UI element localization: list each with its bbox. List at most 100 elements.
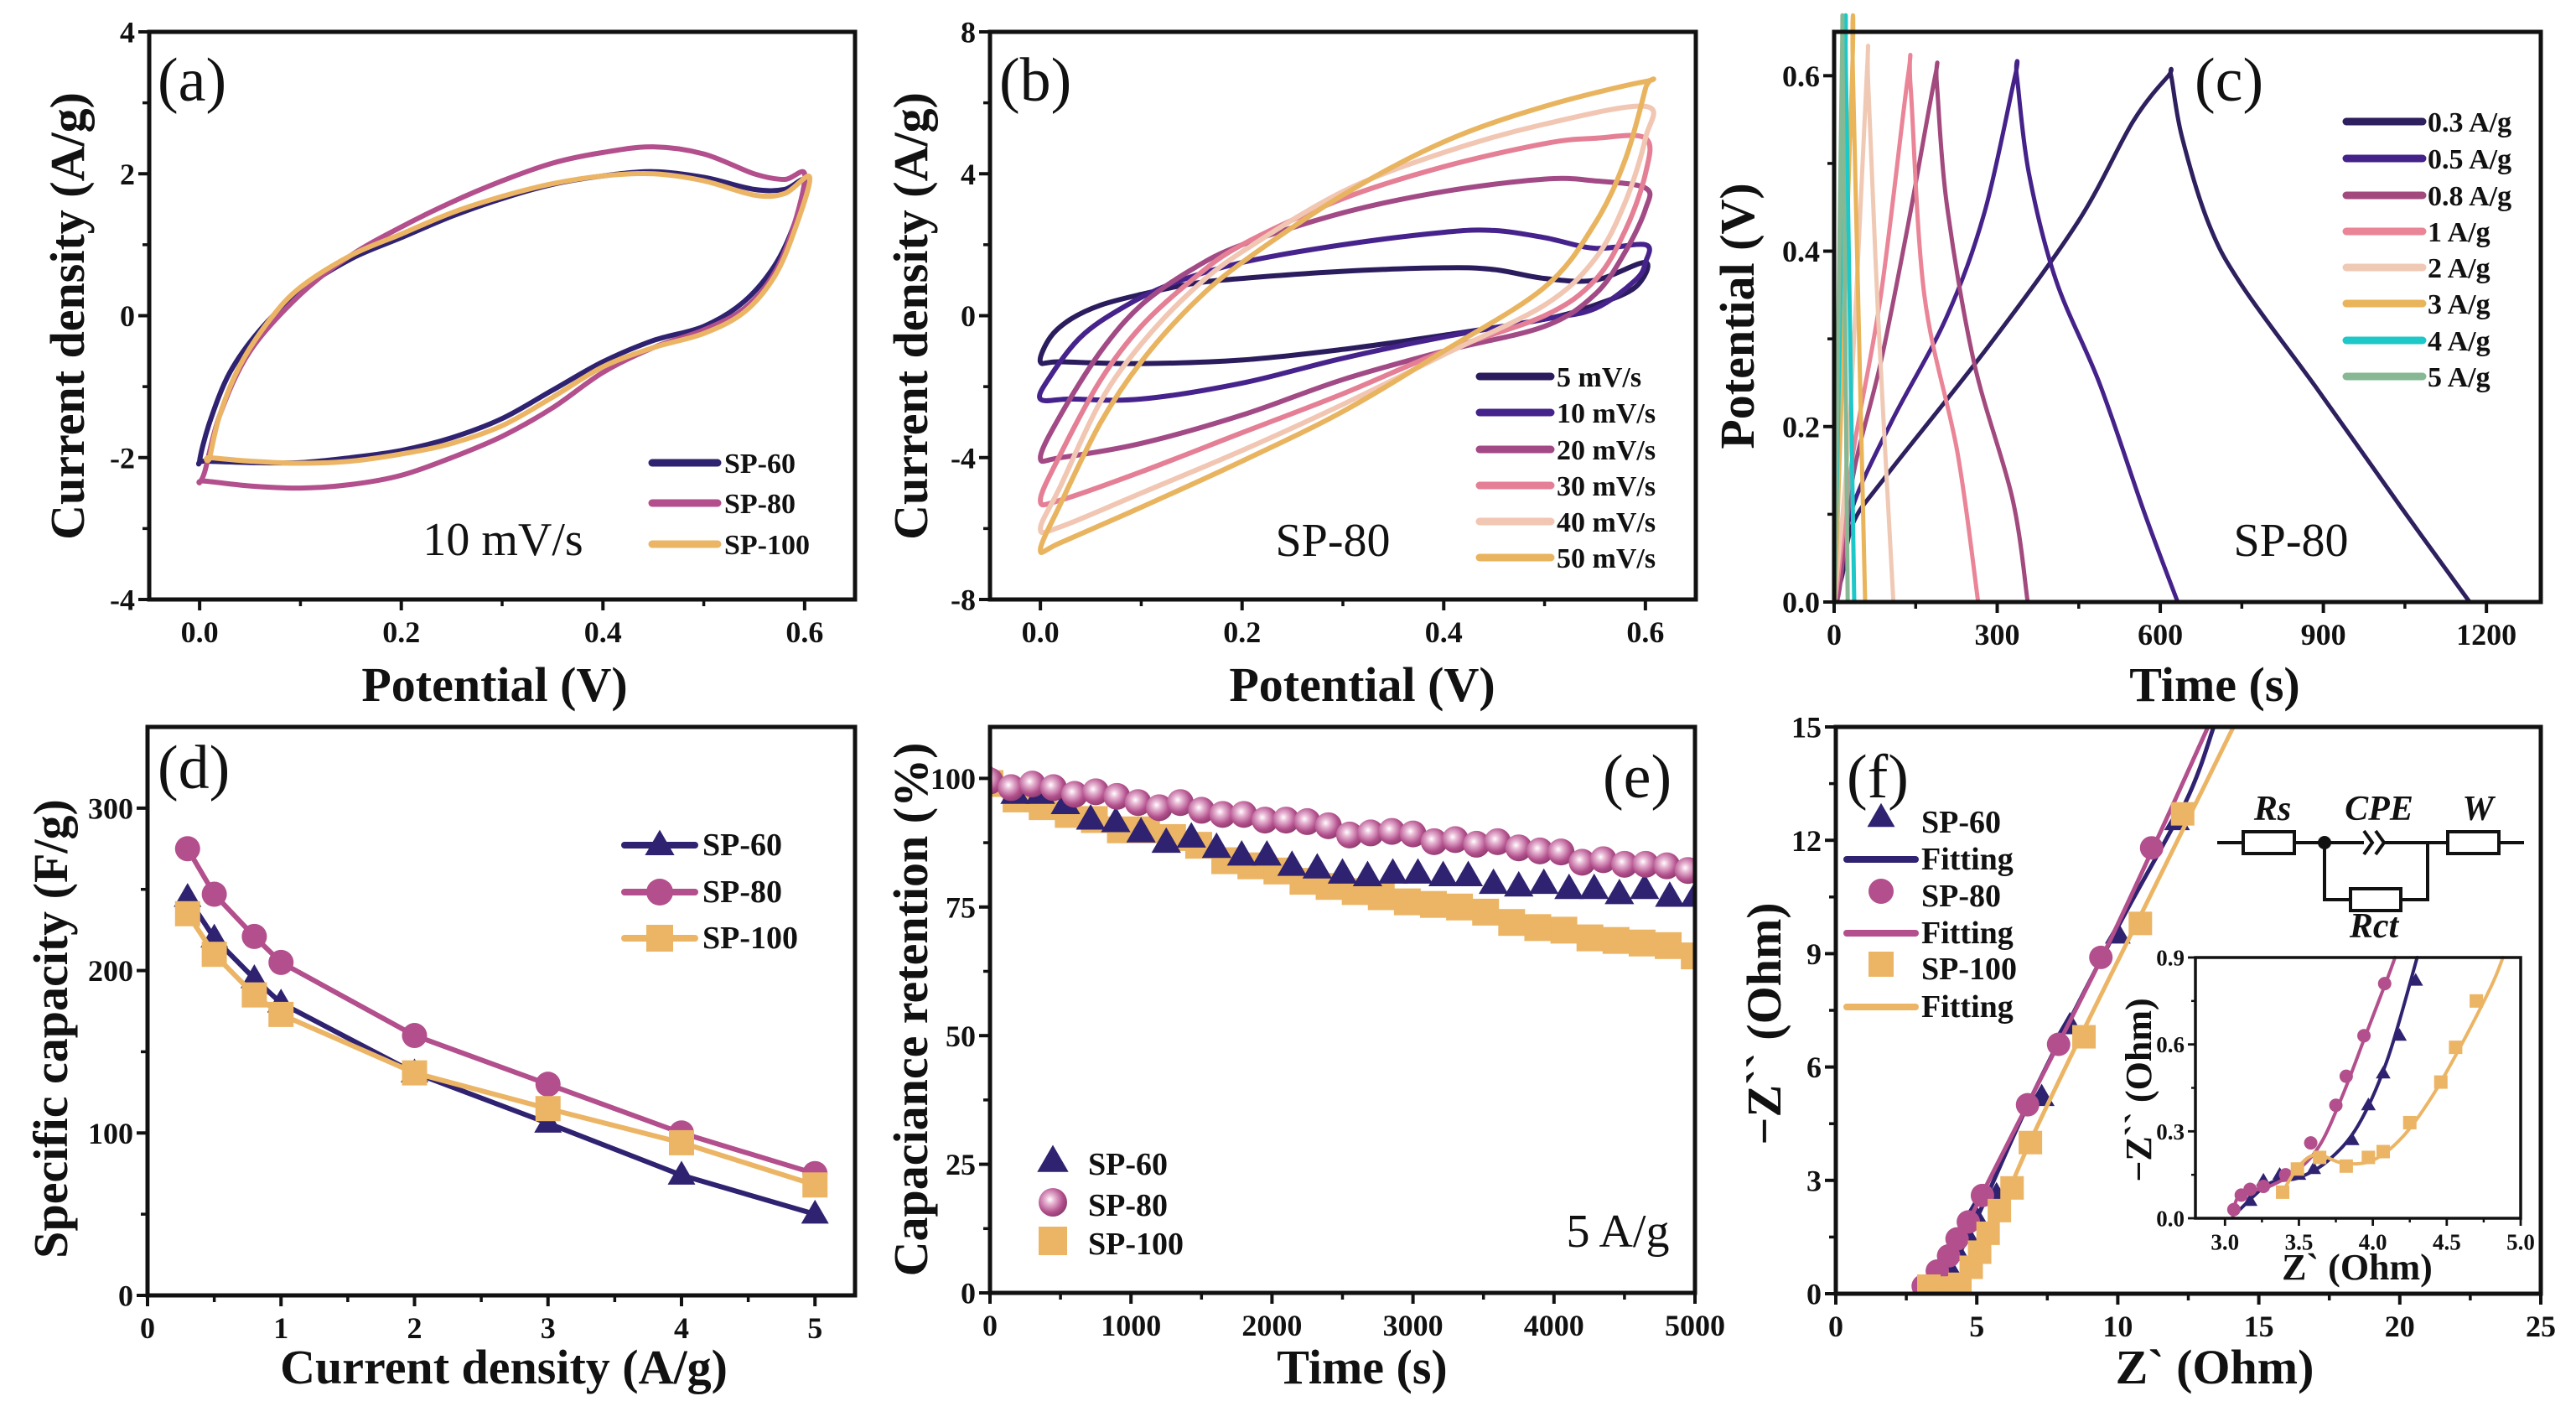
data-point: [998, 774, 1025, 802]
x-tick-label: 4000: [1524, 1309, 1584, 1342]
x-axis-title: Current density (A/g): [280, 1340, 728, 1394]
x-axis-title: Potential (V): [361, 657, 627, 712]
y-tick-label: 6: [1806, 1051, 1822, 1084]
data-point: [174, 883, 202, 907]
x-tick-label: 3.5: [2285, 1229, 2314, 1254]
y-tick-label: 0: [1806, 1278, 1822, 1311]
x-tick-label: 5: [1969, 1310, 1984, 1343]
data-point: [1101, 807, 1131, 833]
series-sp-60: [990, 762, 1695, 907]
data-point: [802, 1172, 828, 1198]
x-tick-label: 0.2: [382, 615, 420, 649]
data-point: [1103, 782, 1131, 810]
y-axis: 0.0 0.3 0.6 0.9: [2156, 945, 2195, 1231]
x-tick-label: 600: [2138, 618, 2183, 651]
data-point: [1302, 853, 1332, 879]
series-line: [1834, 59, 2180, 602]
legend-marker-swatch: [1039, 1227, 1067, 1255]
y-axis: 0.0 0.2 0.4 0.6: [1782, 60, 1834, 620]
data-point: [1655, 881, 1685, 907]
data-point: [1402, 858, 1433, 884]
y-axis-title: Current density (A/g): [40, 92, 95, 540]
series-sp-60: [195, 169, 808, 467]
legend-entry: 50 mV/s: [1475, 543, 1656, 574]
series-4-a-g: [1834, 13, 1857, 602]
y-tick-label: 0.6: [1782, 60, 1820, 93]
legend-label: 0.5 A/g: [2428, 144, 2511, 175]
x-tick-label: 15: [2244, 1310, 2274, 1343]
x-tick-label: 0.6: [1626, 615, 1664, 649]
axes-frame: [987, 29, 1698, 602]
inset-chart: 3.0 3.5 4.0 4.5 5.0 0.0 0.3 0.6 0.9 Z` (Ohm) −Z`` …: [2118, 945, 2535, 1288]
y-axis: 0 3 6 9 12 15: [1791, 711, 1836, 1311]
annotation: SP-80: [1276, 515, 1391, 567]
y-tick-label: 0: [118, 1279, 133, 1313]
y-tick-label: 0.3: [2156, 1119, 2185, 1144]
y-tick-label: 8: [961, 16, 976, 49]
data-point: [1504, 870, 1534, 897]
data-point: [241, 923, 267, 949]
data-point: [1335, 821, 1363, 849]
legend: SP-60 SP-80 SP-100: [621, 828, 798, 956]
data-point: [268, 1001, 294, 1027]
legend-label: 10 mV/s: [1557, 398, 1656, 429]
y-tick-label: -4: [110, 584, 135, 617]
plot-area: [195, 144, 813, 491]
circuit-label: Rct: [2349, 907, 2400, 946]
y-axis-title: −Z`` (Ohm): [2118, 998, 2159, 1181]
y-axis: -8 -4 0 4 8: [951, 16, 990, 617]
x-axis: 0.0 0.2 0.4 0.6: [1022, 599, 1664, 649]
legend-label: 20 mV/s: [1557, 435, 1656, 466]
series-line: [1834, 13, 1868, 602]
circuit-label: Rs: [2253, 790, 2291, 828]
y-tick-label: 0: [961, 299, 976, 333]
legend-entry: 5 A/g: [2342, 362, 2490, 393]
legend: 5 mV/s 10 mV/s 20 mV/s 30 mV/s 40 mV/s 50 mV/…: [1475, 362, 1656, 574]
series-2-a-g: [1834, 44, 1896, 602]
data-point: [535, 1072, 561, 1098]
x-tick-label: 0.0: [1022, 615, 1060, 649]
data-point: [1188, 797, 1215, 824]
x-tick-label: 25: [2526, 1310, 2556, 1343]
y-axis-title: −Z`` (Ohm): [1737, 902, 1791, 1144]
y-tick-label: 2: [120, 158, 135, 191]
y-tick-label: 15: [1791, 711, 1822, 745]
y-tick-label: 0.0: [1782, 586, 1820, 620]
legend-entry: 20 mV/s: [1475, 435, 1656, 466]
x-tick-label: 4: [674, 1311, 689, 1345]
x-tick-label: 3000: [1383, 1309, 1443, 1342]
legend-entry: 30 mV/s: [1475, 471, 1656, 502]
y-tick-label: 0.2: [1782, 410, 1820, 444]
series-line: [1834, 66, 2472, 602]
equivalent-circuit-diagram: Rs CPE W Rct: [2217, 790, 2524, 946]
x-tick-label: 900: [2301, 618, 2346, 651]
data-point: [1167, 789, 1195, 817]
legend-entry: 0.5 A/g: [2342, 144, 2511, 175]
data-point: [1681, 942, 1695, 970]
legend-label: SP-80: [1921, 879, 2001, 914]
data-point: [1604, 879, 1635, 905]
legend-entry: SP-60: [1867, 802, 2001, 840]
data-point: [2304, 1136, 2318, 1150]
data-point: [801, 1199, 829, 1224]
legend-entry: 1 A/g: [2342, 217, 2490, 248]
legend-marker-swatch: [1039, 1188, 1067, 1217]
data-point: [1589, 846, 1617, 874]
legend-label: 0.3 A/g: [2428, 107, 2511, 138]
x-axis: 0 300 600 900 1200: [1827, 602, 2516, 651]
x-tick-label: 20: [2385, 1310, 2415, 1343]
legend-entry: 0.8 A/g: [2342, 181, 2511, 212]
x-axis: 3.0 3.5 4.0 4.5 5.0: [2211, 1218, 2535, 1254]
data-point: [1610, 850, 1638, 878]
data-point: [1039, 774, 1067, 802]
series-40-mv-s: [1038, 103, 1656, 536]
data-point: [1082, 778, 1110, 806]
legend-marker-swatch: [1867, 802, 1895, 828]
data-point: [241, 982, 267, 1008]
legend-entry: SP-80: [648, 489, 796, 520]
data-point: [402, 1023, 428, 1049]
series-5-a-g: [1834, 13, 1850, 602]
data-point: [1446, 893, 1474, 921]
